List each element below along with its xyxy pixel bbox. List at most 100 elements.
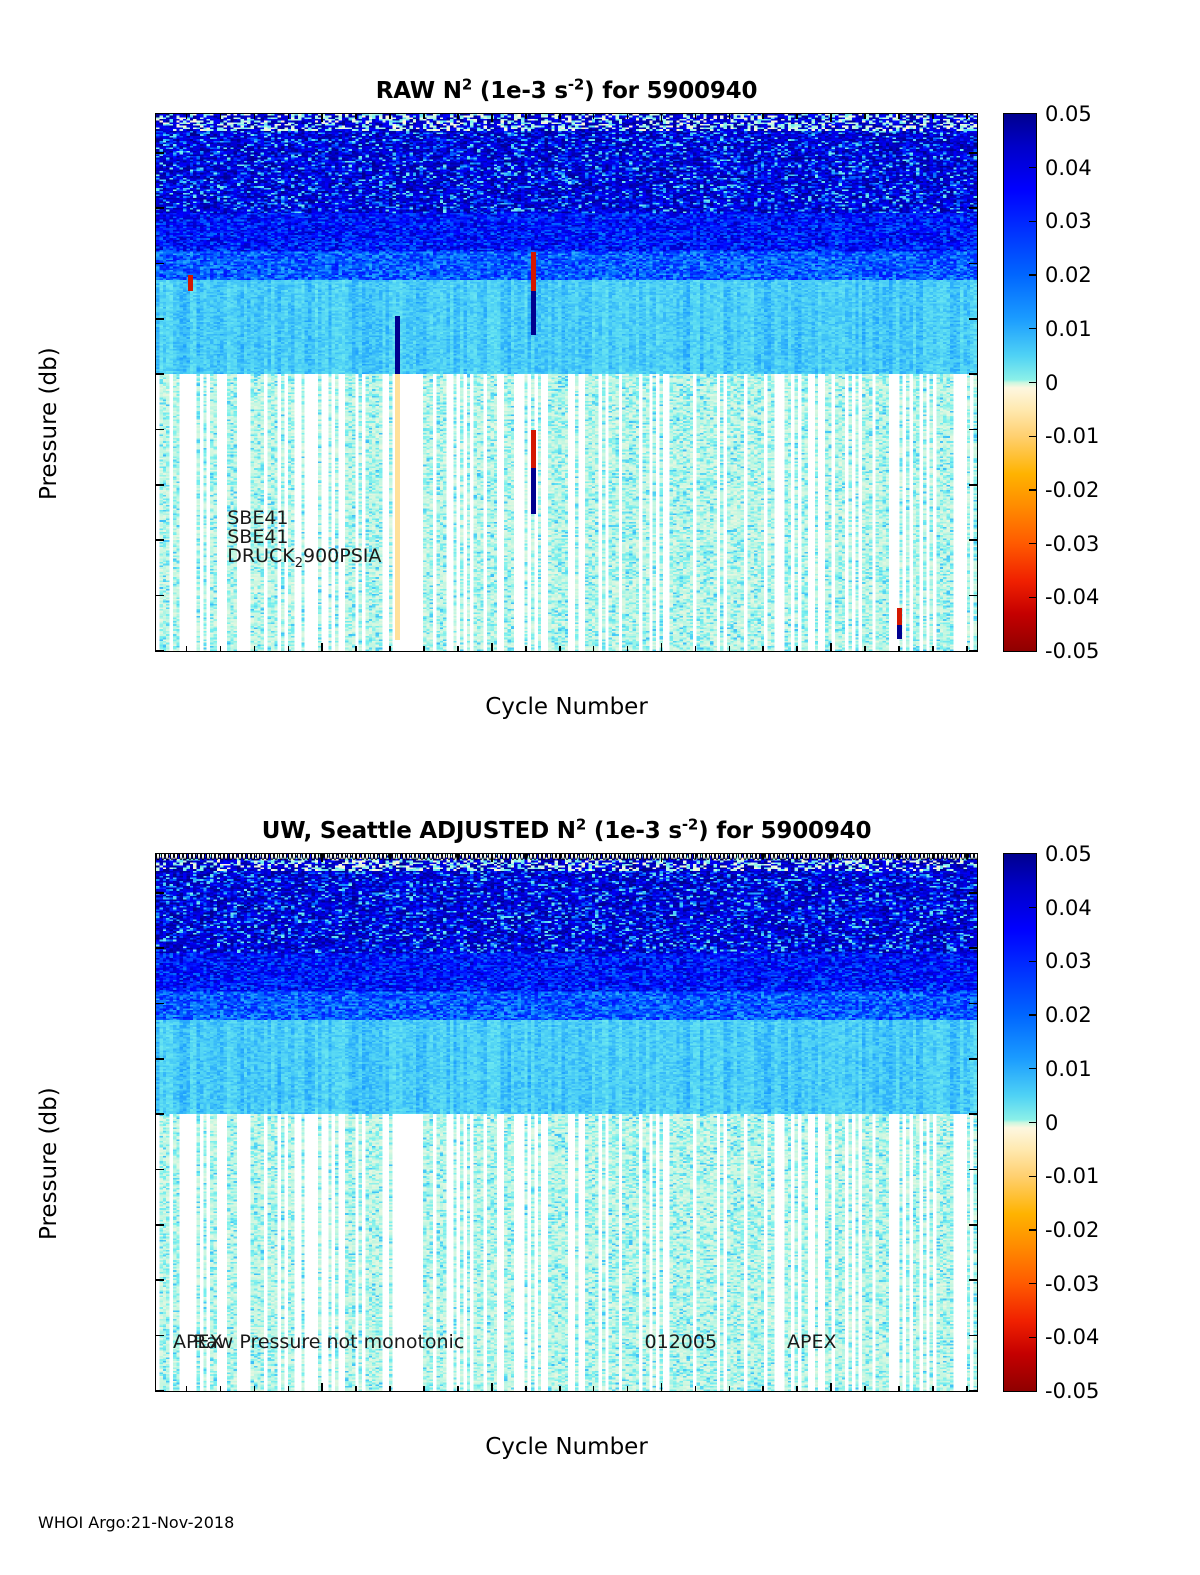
- cycle-flag-marker: [697, 854, 702, 861]
- cycle-flag-marker: [687, 854, 692, 861]
- cycle-flag-marker: [715, 854, 720, 861]
- adjusted-x-minor-tick: [762, 1386, 765, 1391]
- adjusted-colorbar-tick-label: -0.03: [1045, 1271, 1100, 1296]
- adjusted-y-tick-mark: [156, 1113, 164, 1115]
- adjusted-colorbar[interactable]: 0.05 0.04 0.03 0.02 0.01 0 -0.01 -0.02 -0.03 -0.0…: [1003, 842, 1099, 1403]
- cycle-flag-marker: [301, 854, 306, 861]
- adjusted-y-tick-mark: [969, 1168, 977, 1171]
- cycle-flag-marker: [856, 854, 861, 861]
- adjusted-x-minor-tick: [457, 1386, 459, 1391]
- cycle-flag-marker: [433, 854, 438, 861]
- cycle-flag-marker: [924, 854, 929, 861]
- cycle-flag-marker: [424, 854, 429, 861]
- adjusted-y-tick-mark: [156, 1168, 164, 1171]
- cycle-flag-marker: [751, 854, 756, 861]
- adjusted-plot-title: UW, Seattle ADJUSTED N2 (1e-3 s-2) for 5…: [155, 815, 978, 844]
- cycle-flag-marker: [428, 854, 433, 861]
- cycle-flag-marker: [778, 854, 783, 861]
- adjusted-colorbar-tick-mark: [1029, 1229, 1036, 1231]
- raw-colorbar-tick-label: -0.02: [1045, 477, 1100, 502]
- cycle-flag-marker: [533, 854, 538, 861]
- adjusted-y-tick-mark: [969, 1334, 977, 1337]
- adjusted-x-tick-mark: [830, 854, 832, 862]
- cycle-flag-marker: [233, 854, 238, 861]
- adjusted-x-minor-tick: [253, 1386, 256, 1391]
- raw-y-tick-mark: [156, 539, 164, 542]
- adjusted-y-tick-mark: [156, 1002, 164, 1005]
- adjusted-x-minor-tick: [185, 1386, 188, 1391]
- cycle-flag-marker: [374, 854, 379, 861]
- cycle-flag-marker: [719, 854, 724, 861]
- raw-x-tick-mark: [491, 643, 493, 651]
- adjusted-x-minor-tick: [864, 854, 866, 859]
- cycle-flag-marker: [874, 854, 879, 861]
- adjusted-colorbar-tick-mark: [1029, 960, 1036, 963]
- cycle-flag-marker: [160, 854, 165, 861]
- adjusted-x-minor-tick: [694, 1386, 697, 1391]
- raw-x-minor-tick: [932, 114, 934, 119]
- cycle-flag-marker: [587, 854, 592, 861]
- raw-annotation: DRUCK2900PSIA: [227, 545, 381, 570]
- raw-axes[interactable]: 2004006008001000120014001600180020005010…: [155, 113, 978, 652]
- cycle-flag-marker: [537, 854, 542, 861]
- raw-x-minor-tick: [423, 114, 425, 119]
- raw-colorbar-tick-label: 0: [1045, 370, 1059, 395]
- cycle-flag-marker: [451, 854, 456, 861]
- adjusted-title-main: UW, Seattle ADJUSTED N: [261, 818, 576, 844]
- adjusted-y-tick-mark: [969, 947, 977, 949]
- cycle-flag-marker: [156, 854, 160, 861]
- raw-y-tick-mark: [969, 207, 977, 209]
- cycle-flag-marker: [515, 854, 520, 861]
- adjusted-axes[interactable]: 2004006008001000120014001600180020005010…: [155, 853, 978, 1392]
- cycle-flag-marker: [747, 854, 752, 861]
- cycle-flag-marker: [465, 854, 470, 861]
- cycle-flag-marker: [206, 854, 211, 861]
- cycle-flag-marker: [201, 854, 206, 861]
- raw-x-axis-label: Cycle Number: [485, 694, 648, 720]
- adjusted-x-tick-mark: [660, 1383, 663, 1391]
- raw-x-tick-mark: [830, 643, 832, 651]
- adjusted-colorbar-tick-label: 0.04: [1045, 895, 1092, 920]
- cycle-flag-marker: [969, 854, 974, 861]
- cycle-flag-marker: [774, 854, 779, 861]
- cycle-flag-marker: [906, 854, 911, 861]
- panel-raw: RAW N2 (1e-3 s-2) for 5900940 2004006008…: [36, 77, 1099, 720]
- cycle-flag-marker: [742, 854, 747, 861]
- adjusted-heatmap: [156, 854, 977, 1391]
- raw-x-minor-tick: [626, 646, 629, 651]
- cycle-flag-marker: [192, 854, 197, 861]
- raw-colorbar[interactable]: 0.05 0.04 0.03 0.02 0.01 0 -0.01 -0.02 -0.03 -0.0…: [1003, 102, 1099, 663]
- adjusted-y-tick-mark: [969, 1002, 977, 1005]
- cycle-flag-marker: [642, 854, 647, 861]
- cycle-flag-marker: [669, 854, 674, 861]
- raw-x-minor-tick: [932, 646, 934, 651]
- cycle-flag-marker: [510, 854, 515, 861]
- adjusted-colorbar-tick-mark: [1029, 1336, 1036, 1338]
- cycle-flag-marker: [333, 854, 338, 861]
- raw-y-tick-mark: [156, 151, 164, 154]
- raw-x-minor-tick: [423, 646, 425, 651]
- cycle-flag-marker: [224, 854, 229, 861]
- adjusted-x-minor-tick: [558, 854, 561, 859]
- adjusted-title-mid: (1e-3 s: [586, 818, 682, 844]
- figure-footer: WHOI Argo:21-Nov-2018: [38, 1513, 235, 1532]
- raw-x-tick-mark: [660, 114, 663, 122]
- raw-x-minor-tick: [558, 114, 561, 119]
- cycle-flag-marker: [710, 854, 715, 861]
- raw-x-minor-tick: [558, 646, 561, 651]
- adjusted-title-sup1: 2: [575, 815, 587, 834]
- cycle-flag-marker: [801, 854, 806, 861]
- adjusted-x-minor-tick: [355, 1386, 357, 1391]
- raw-colorbar-tick-mark: [1029, 220, 1036, 223]
- cycle-flag-marker: [919, 854, 924, 861]
- cycle-flag-marker: [651, 854, 656, 861]
- cycle-flag-marker: [847, 854, 852, 861]
- cycle-flag-marker: [628, 854, 633, 861]
- raw-x-tick-mark: [660, 643, 663, 651]
- cycle-flag-marker: [601, 854, 606, 861]
- adjusted-x-minor-tick: [185, 854, 188, 859]
- raw-x-tick-mark: [830, 114, 832, 122]
- adjusted-x-minor-tick: [694, 854, 697, 859]
- cycle-flag-marker: [683, 854, 688, 861]
- raw-x-minor-tick: [524, 646, 527, 651]
